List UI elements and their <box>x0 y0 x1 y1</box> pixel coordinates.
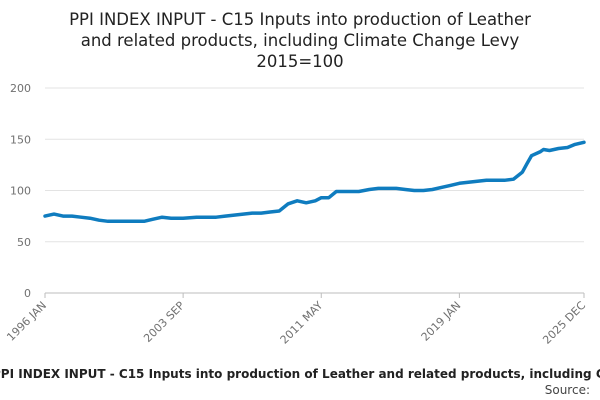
footer-source-label: Source: <box>545 383 590 397</box>
series-line <box>43 140 586 224</box>
y-tick-label: 150 <box>10 133 31 146</box>
chart-title-line: 2015=100 <box>256 52 343 71</box>
chart-title-line: and related products, including Climate … <box>81 31 520 50</box>
y-tick-label: 50 <box>17 236 31 249</box>
x-tick-label: 2025 DEC <box>540 299 588 347</box>
footer-series-name: PPI INDEX INPUT - C15 Inputs into produc… <box>0 367 600 381</box>
series-group <box>43 140 586 224</box>
y-tick-label: 200 <box>10 82 31 95</box>
x-tick-label: 2011 MAY <box>278 299 326 347</box>
gridlines <box>45 87 584 294</box>
x-tick-label: 1996 JAN <box>4 299 49 344</box>
y-tick-label: 100 <box>10 185 31 198</box>
y-tick-label: 0 <box>24 287 31 300</box>
x-tick-label: 2019 JAN <box>419 299 464 344</box>
x-tick-label: 2003 SEP <box>141 299 187 345</box>
chart-title: PPI INDEX INPUT - C15 Inputs into produc… <box>69 10 531 71</box>
x-axis-tick-labels: 1996 JAN 2003 SEP 2011 MAY 2019 JAN 2025 DEC <box>4 293 588 347</box>
chart-title-line: PPI INDEX INPUT - C15 Inputs into produc… <box>69 10 531 29</box>
y-axis-tick-labels: 0 50 100 150 200 <box>10 82 31 300</box>
